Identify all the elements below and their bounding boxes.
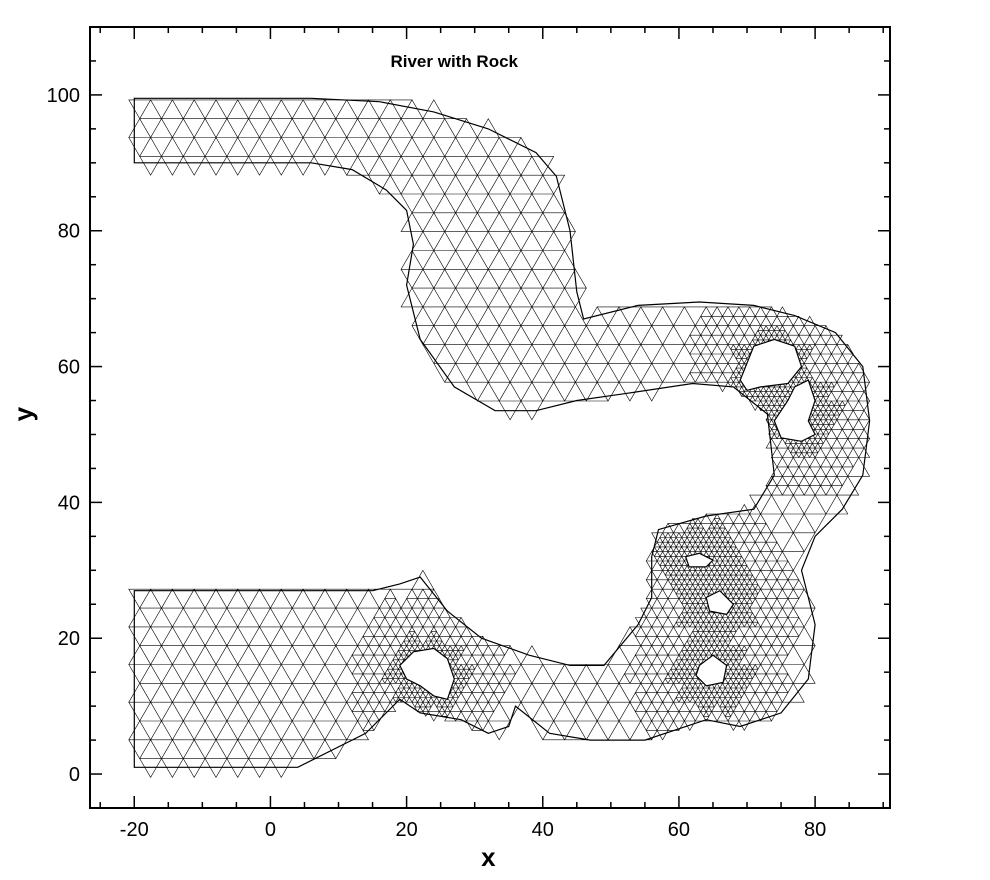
rock-3 (773, 379, 816, 442)
x-tick-label: 20 (395, 819, 417, 841)
rock-4 (684, 552, 715, 568)
rock-1 (399, 647, 455, 701)
x-tick-label: 80 (804, 819, 826, 841)
y-tick-label: 20 (58, 628, 80, 650)
x-axis-label: x (481, 842, 496, 872)
y-axis-label: y (8, 406, 38, 421)
y-tick-label: 0 (69, 764, 80, 786)
mesh-triangles (128, 99, 871, 779)
axis-ticks (90, 26, 890, 809)
x-tick-label: 0 (265, 819, 276, 841)
rock-5 (705, 589, 735, 616)
x-tick-label: 60 (668, 819, 690, 841)
rock-6 (695, 654, 728, 687)
y-tick-label: 60 (58, 357, 80, 379)
y-tick-label: 40 (58, 492, 80, 514)
y-tick-label: 80 (58, 221, 80, 243)
triangular-mesh (128, 99, 871, 779)
rock-2 (739, 338, 803, 391)
x-tick-label: 40 (532, 819, 554, 841)
x-tick-label: -20 (120, 819, 149, 841)
tick-labels: -20 0 20 40 60 80 0 20 40 60 80 100 (47, 85, 827, 841)
plot-frame (89, 26, 891, 809)
river-boundary (133, 97, 871, 768)
y-tick-label: 100 (47, 85, 80, 107)
domain-outline (133, 97, 871, 768)
plot-title: River with Rock (390, 52, 518, 71)
